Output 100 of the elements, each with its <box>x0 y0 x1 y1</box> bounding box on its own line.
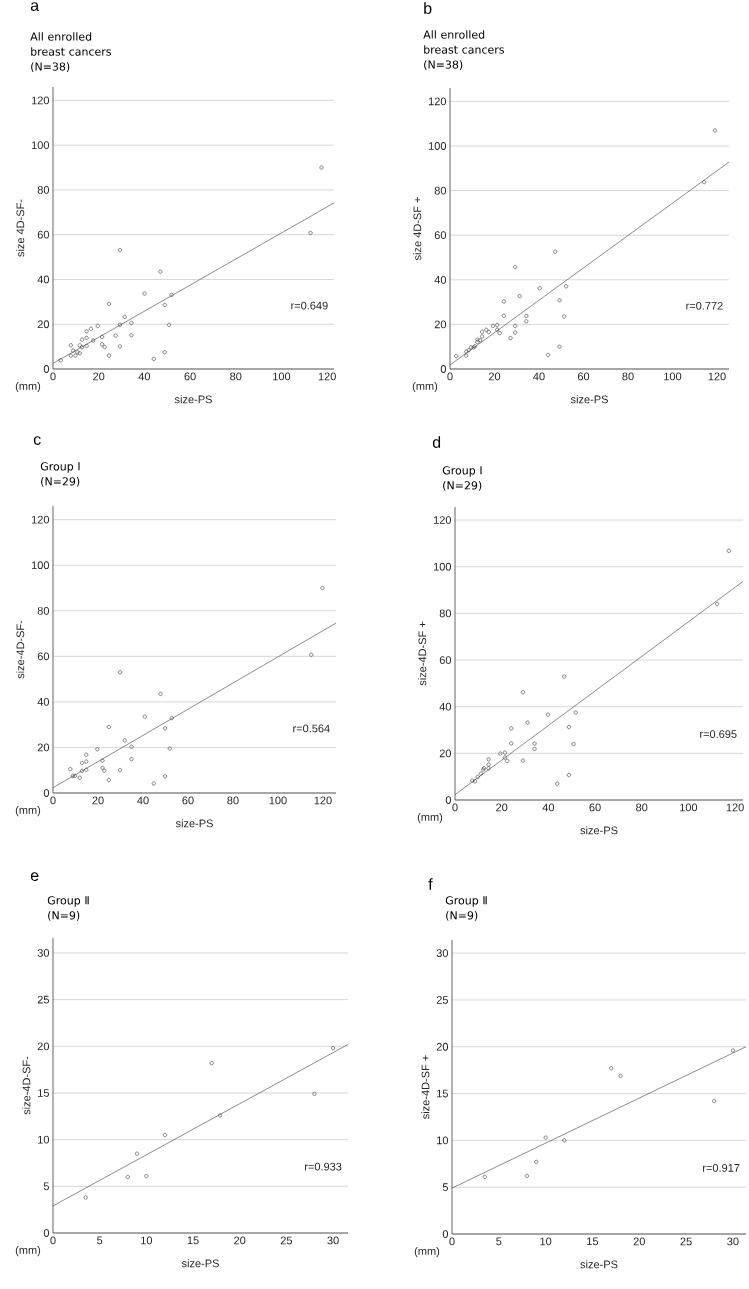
y-tick-label: 100 <box>433 562 452 571</box>
y-tick-label: 15 <box>437 1089 448 1098</box>
point <box>537 286 542 291</box>
point <box>490 323 495 328</box>
y-tick-label: 0 <box>43 365 50 373</box>
point <box>80 337 85 342</box>
y-tick-label: 20 <box>37 1042 50 1051</box>
y-tick-label: 10 <box>38 1135 50 1144</box>
y-tick-label: 5 <box>43 1182 49 1191</box>
y-tick-label: 20 <box>436 1042 449 1051</box>
x-tick-label: 10 <box>540 1237 552 1246</box>
point <box>70 773 75 778</box>
point <box>464 353 469 358</box>
point <box>482 1174 487 1179</box>
y-tick-label: 20 <box>37 743 50 752</box>
x-tick-label: 40 <box>533 372 545 381</box>
y-axis-title: size-4D-SF + <box>418 621 427 686</box>
y-axis-title: size-4D-SF- <box>22 1056 31 1115</box>
x-tick-label: 120 <box>726 803 744 812</box>
point <box>122 738 127 743</box>
point <box>129 320 134 325</box>
point <box>331 1046 336 1051</box>
point <box>169 716 174 721</box>
point <box>84 343 89 348</box>
point <box>534 1159 539 1164</box>
point <box>106 301 111 306</box>
point <box>106 778 111 783</box>
point <box>532 746 537 751</box>
point <box>618 1073 623 1078</box>
chart-title: c <box>33 436 41 445</box>
point <box>545 712 550 717</box>
x-tick-label: 5 <box>496 1237 502 1246</box>
point <box>58 358 63 363</box>
y-tick-label: 80 <box>439 609 452 618</box>
y-tick-label: 20 <box>434 320 447 329</box>
x-tick-label: 60 <box>182 796 194 805</box>
point <box>508 336 513 340</box>
y-tick-label: 60 <box>434 231 447 240</box>
annotation: r=0.917 <box>703 1163 740 1172</box>
text: (mm) <box>15 1245 41 1257</box>
chart-subtitle: All enrolled breast cancers (N=38) <box>423 30 504 70</box>
chart-title: d <box>432 436 441 448</box>
x-tick-label: 80 <box>636 803 648 812</box>
point <box>88 326 93 331</box>
y-tick-label: 60 <box>439 656 452 664</box>
annotation: r=0.772 <box>686 301 723 310</box>
point <box>715 602 720 607</box>
x-tick-label: 10 <box>141 1236 153 1245</box>
y-tick-label: 100 <box>31 561 50 570</box>
point <box>118 768 123 773</box>
point <box>486 757 491 762</box>
y-axis-title: size-4D-SF- <box>16 620 25 679</box>
x-tick-label: 20 <box>633 1237 645 1246</box>
chart-subtitle: Group Ⅱ (N=9) <box>445 896 487 921</box>
y-tick-label: 80 <box>434 186 447 195</box>
x-tick-label: 60 <box>589 803 601 812</box>
point <box>106 724 111 729</box>
y-tick-label: 100 <box>31 141 50 150</box>
point <box>524 319 529 324</box>
point <box>84 752 89 757</box>
y-tick-label: 30 <box>37 949 50 957</box>
point <box>80 768 85 773</box>
point <box>218 1113 223 1118</box>
point <box>163 774 168 779</box>
x-tick-label: 80 <box>230 372 242 381</box>
point <box>142 714 147 719</box>
x-axis-title: size-PS <box>580 826 618 835</box>
point <box>84 335 89 340</box>
annotation: r=0.649 <box>291 301 328 310</box>
point <box>118 670 123 675</box>
point <box>68 767 73 772</box>
chart-subtitle: Group Ⅰ (N=29) <box>40 462 80 487</box>
point <box>158 691 163 696</box>
point <box>309 652 314 657</box>
chart-title: a <box>30 2 40 11</box>
point <box>84 767 89 772</box>
point <box>532 741 537 746</box>
point <box>80 345 85 350</box>
point <box>566 724 571 729</box>
point <box>502 750 507 755</box>
point <box>167 746 172 751</box>
x-tick-label: 0 <box>50 796 56 805</box>
point <box>77 343 82 348</box>
point <box>571 742 576 747</box>
x-tick-label: 100 <box>680 803 698 812</box>
point <box>501 299 506 304</box>
x-tick-label: 120 <box>318 372 336 381</box>
point <box>495 327 500 332</box>
point <box>562 314 567 319</box>
x-tick-label: 0 <box>50 372 56 381</box>
point <box>713 128 717 133</box>
x-tick-label: 15 <box>587 1237 599 1246</box>
x-axis-title: size-PS <box>181 1259 219 1268</box>
y-tick-label: 15 <box>38 1089 49 1097</box>
y-tick-label: 0 <box>43 1229 50 1237</box>
y-tick-label: 40 <box>37 275 50 284</box>
point <box>83 1195 88 1200</box>
x-tick-label: 20 <box>234 1236 246 1245</box>
point <box>68 353 73 358</box>
x-tick-label: 80 <box>227 796 239 805</box>
